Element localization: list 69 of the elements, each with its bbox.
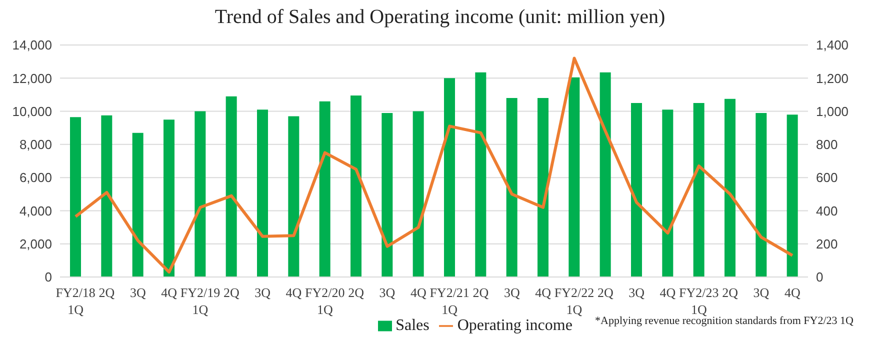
x-tick-label: 4Q: [660, 285, 676, 300]
x-tick-label: FY2/19 1Q: [180, 285, 220, 317]
bar: [506, 98, 518, 277]
x-tick-label: FY2/23 1Q: [679, 285, 719, 317]
chart-title: Trend of Sales and Operating income (unit: million yen): [214, 6, 666, 29]
x-tick-label: FY2/21 1Q: [430, 285, 470, 317]
x-tick-label: 3Q: [753, 285, 770, 300]
x-tick-label: FY2/18 1Q: [56, 285, 96, 317]
y2-tick-label: 200: [816, 236, 838, 252]
legend-label: Sales: [396, 317, 430, 334]
bar: [164, 120, 174, 277]
y-tick-label: 6,000: [19, 170, 52, 186]
x-tick-label: 3Q: [628, 285, 646, 300]
x-tick-label: 3Q: [130, 285, 146, 300]
y-tick-label: 10,000: [12, 104, 52, 119]
x-tick-label: 4Q: [161, 285, 178, 300]
y2-tick-label: 0: [816, 270, 824, 285]
x-tick-label: 4Q: [784, 285, 801, 300]
x-tick-label: 2Q: [98, 285, 116, 300]
bar: [568, 77, 580, 277]
bar: [412, 111, 424, 277]
x-tick-label: 2Q: [722, 285, 739, 300]
x-tick-label: 2Q: [348, 285, 365, 300]
y-tick-label: 12,000: [12, 70, 52, 86]
x-tick-label: FY2/20 1Q: [305, 285, 345, 317]
y2-tick-label: 600: [816, 170, 838, 186]
x-tick-label: 4Q: [286, 285, 302, 300]
bar: [288, 116, 300, 277]
y2-tick-label: 400: [816, 203, 838, 218]
x-tick-label: 2Q: [472, 285, 490, 300]
y2-tick-label: 1,400: [816, 38, 849, 53]
x-tick-label: 2Q: [597, 285, 614, 300]
x-tick-label: 3Q: [504, 285, 520, 300]
y2-tick-label: 1,000: [816, 104, 849, 119]
y-tick-label: 8,000: [19, 137, 52, 152]
x-tick-label: FY2/22 1Q: [554, 285, 594, 317]
bar: [538, 98, 548, 277]
bar: [350, 96, 362, 277]
legend-label: Operating income: [457, 317, 572, 334]
bar: [70, 117, 81, 277]
bar: [631, 103, 642, 277]
x-tick-label: 3Q: [254, 285, 272, 300]
line-series: [74, 56, 794, 274]
bar: [600, 72, 611, 277]
x-tick-label: 4Q: [535, 285, 552, 300]
bar: [382, 112, 393, 277]
x-tick-label: 2Q: [223, 285, 240, 300]
bar: [662, 110, 674, 277]
y-tick-label: 4,000: [19, 203, 52, 218]
bar: [319, 101, 330, 277]
bar: [257, 110, 268, 277]
bar: [786, 114, 798, 277]
bar: [101, 115, 112, 277]
y-tick-label: 0: [44, 270, 52, 285]
y-tick-label: 2,000: [19, 236, 52, 252]
x-tick-label: 4Q: [410, 285, 427, 300]
text: *Applying revenue recognition standards from FY2/23 1Q: [595, 315, 854, 327]
bar: [194, 111, 206, 277]
bar: [444, 78, 455, 277]
bar: [724, 98, 736, 277]
x-tick-label: 3Q: [379, 285, 396, 300]
bar: [756, 112, 767, 277]
y2-tick-label: 800: [816, 137, 838, 152]
bar: [693, 103, 704, 277]
bar: [475, 72, 486, 277]
y2-tick-label: 1,200: [816, 70, 849, 86]
y-tick-label: 14,000: [12, 38, 52, 53]
bar: [226, 96, 237, 277]
bar: [132, 132, 144, 277]
